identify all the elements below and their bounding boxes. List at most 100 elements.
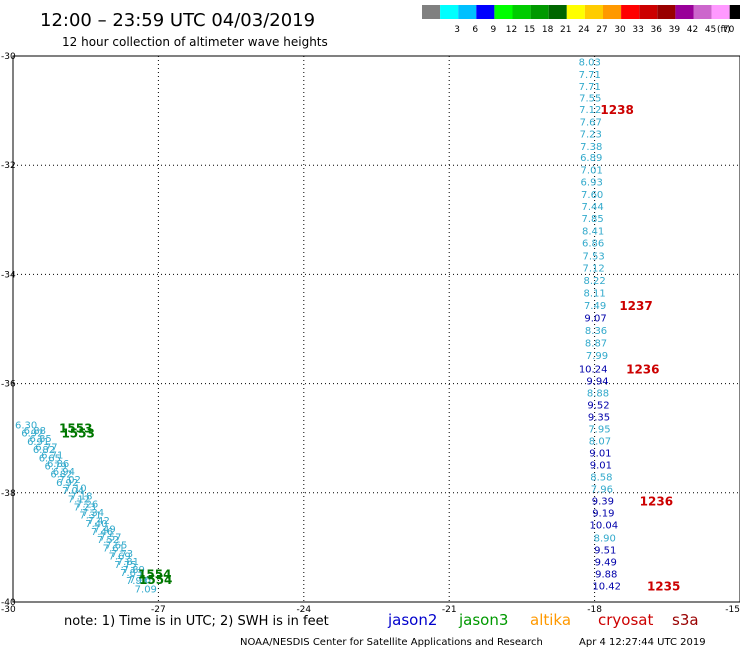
wave-height-label: 9.01 [590,460,612,471]
y-tick-labels: -30 -32 -34 -36 -38 -40 [1,52,16,608]
wave-height-label: 10.04 [589,520,618,531]
scale-label: 15 [524,25,535,35]
scale-swatch [584,5,603,19]
wave-height-label: 6.86 [582,239,604,250]
y-tick-label: -32 [1,161,16,171]
scale-swatch [675,5,694,19]
wave-height-label: 6.91 [27,437,49,448]
scale-label: 45 [705,25,716,35]
wave-height-label: 6.82 [33,445,55,456]
wave-height-label: 7.09 [135,584,157,595]
scale-label: 3 [454,25,460,35]
wave-height-label: 6.92 [21,429,43,440]
scale-label: 42 [687,25,698,35]
wave-height-label: 7.40 [85,519,107,530]
wave-height-label: 7.34 [82,508,104,519]
y-tick-label: -30 [1,52,16,62]
wave-height-label: 7.61 [103,543,125,554]
wave-height-label: 7.73 [111,549,133,560]
wave-height-label: 6.82 [50,470,72,481]
plot-frame [12,55,740,603]
pass-time-label: 1554 [139,573,172,587]
wave-height-label: 7.85 [582,214,604,225]
scale-swatch [440,5,459,19]
legend-altika: altika [530,611,571,629]
x-tick-label: -24 [296,605,311,615]
wave-height-label: 7.12 [579,105,601,116]
wave-height-label: 7.49 [93,524,115,535]
wave-height-label: 8.58 [590,472,612,483]
wave-height-label: 8.41 [582,227,604,238]
wave-height-label: 7.12 [68,494,90,505]
scale-label: 30 [614,25,626,35]
scale-swatch [711,5,730,19]
footer-credit: NOAA/NESDIS Center for Satellite Applica… [240,637,543,648]
wave-height-label: 6.65 [39,453,61,464]
scale-swatch [530,5,549,19]
scale-label: 9 [490,25,496,35]
x-tick-label: -27 [151,605,166,615]
wave-height-label: 7.69 [108,552,130,563]
scale-label: 24 [578,25,590,35]
scale-label: 18 [542,25,554,35]
wave-height-label: 7.55 [579,93,601,104]
wave-height-label: 9.49 [595,558,617,569]
wave-height-label: 7.49 [584,301,606,312]
scale-swatch [566,5,585,19]
wave-height-label: 7.99 [586,351,608,362]
wave-height-label: 9.88 [595,570,617,581]
y-tick-label: -34 [1,270,16,280]
scale-label: 21 [560,25,571,35]
scale-swatch [729,5,740,19]
wave-height-label: 7.31 [79,511,101,522]
wave-height-label: 7.81 [117,557,139,568]
wave-height-label: 7.75 [114,560,136,571]
wave-height-label: 8.07 [589,436,611,447]
pass-time-label: 1553 [61,427,94,441]
legend-cryosat: cryosat [598,611,653,629]
pass-time-label: 1235 [647,580,680,594]
scale-swatch [657,5,676,19]
wave-height-label: 7.71 [579,70,601,81]
scale-label: 12 [506,25,517,35]
plot-area: -30 -32 -34 -36 -38 -40 -30 -27 -24 -21 -18 -15 8.… [1,52,740,615]
grid-lines [13,56,740,602]
wave-height-label: 8.36 [585,326,607,337]
x-tick-label: -30 [1,605,16,615]
wave-height-label: 6.77 [35,442,57,453]
wave-height-label: 7.38 [580,142,602,153]
wave-height-label: 7.91 [126,576,148,587]
scale-label: 27 [596,25,607,35]
wave-height-label: 9.01 [589,448,611,459]
wave-height-labels: 8.037.717.717.557.127.677.237.386.897.01… [15,57,621,595]
y-tick-label: -40 [1,598,16,608]
legend-jason3: jason3 [458,611,508,629]
wave-height-label: 7.18 [70,492,92,503]
wave-height-label: 8.03 [579,57,601,68]
scale-swatch [512,5,531,19]
wave-height-label: 7.44 [582,202,604,213]
pass-time-label: 1554 [138,568,171,582]
scale-swatch [693,5,712,19]
pass-time-label: 1237 [619,299,652,313]
pass-time-label: 1236 [626,362,659,376]
scale-swatch [621,5,640,19]
wave-height-label: 7.23 [74,502,96,513]
scale-swatch [639,5,658,19]
wave-height-label: 7.02 [59,475,81,486]
wave-height-label: 7.10 [64,483,86,494]
y-tick-label: -36 [1,380,16,390]
scale-swatch [603,5,622,19]
legend-s3a: s3a [672,611,699,629]
wave-height-label: 6.93 [581,178,603,189]
wave-height-label: 7.96 [129,575,151,586]
color-scale-legend: 3 6 9 12 15 18 21 24 27 30 33 36 39 42 45 70 [422,5,740,35]
wave-height-label: 7.65 [105,541,127,552]
wave-height-label: 8.22 [583,276,605,287]
wave-height-label: 7.52 [97,535,119,546]
wave-height-label: 7.89 [123,565,145,576]
wave-height-label: 9.51 [594,546,616,557]
scale-swatch [476,5,495,19]
